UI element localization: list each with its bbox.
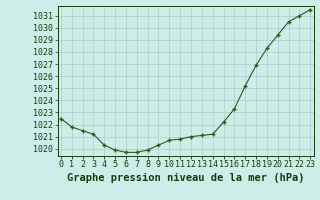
X-axis label: Graphe pression niveau de la mer (hPa): Graphe pression niveau de la mer (hPa) xyxy=(67,173,304,183)
